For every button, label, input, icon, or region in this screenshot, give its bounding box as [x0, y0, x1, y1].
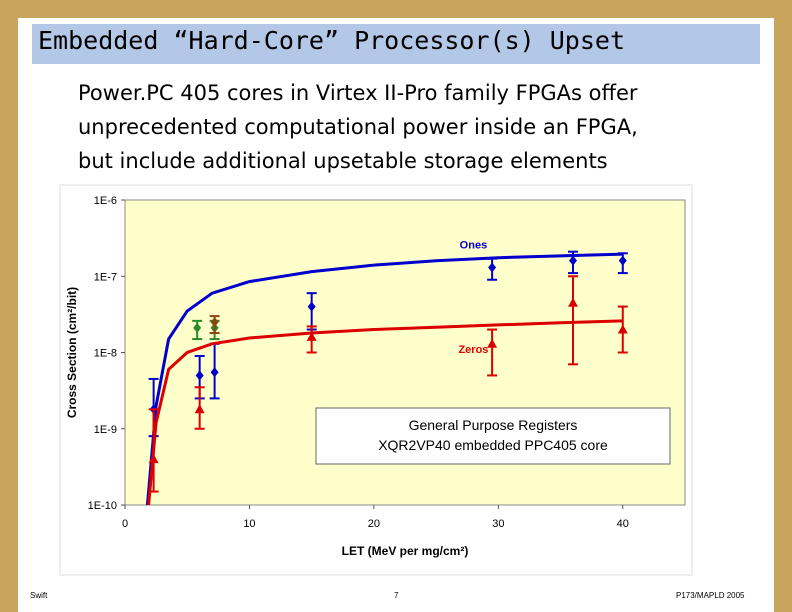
y-tick-label: 1E-9 — [94, 424, 117, 436]
data-point — [193, 322, 202, 333]
x-tick-label: 40 — [617, 518, 629, 530]
data-point — [568, 297, 578, 307]
annotation-box — [315, 407, 671, 465]
series-label: Zeros — [458, 344, 488, 356]
y-tick-label: 1E-6 — [94, 195, 117, 207]
fit-curve — [145, 252, 623, 506]
y-tick-label: 1E-7 — [94, 271, 117, 283]
data-point — [569, 255, 577, 266]
data-point — [194, 404, 205, 414]
data-point — [488, 262, 497, 273]
slide-title: Embedded “Hard-Core” Processor(s) Upset — [38, 26, 625, 55]
fit-curve — [147, 319, 623, 506]
slide-body-text: Power.PC 405 cores in Virtex II-Pro fami… — [78, 81, 638, 173]
data-point — [148, 454, 159, 464]
annotation-text: General Purpose Registers — [409, 417, 578, 433]
y-axis-label: Cross Section (cm²/bit) — [65, 287, 79, 418]
x-axis-label: LET (MeV per mg/cm²) — [342, 544, 469, 558]
data-point — [195, 370, 204, 381]
x-tick-label: 20 — [368, 518, 380, 530]
y-tick-label: 1E-10 — [88, 500, 117, 512]
footer-author: Swift — [30, 591, 48, 600]
x-tick-label: 0 — [122, 518, 128, 530]
data-point — [617, 324, 628, 334]
data-point — [306, 331, 317, 341]
footer-conference: P173/MAPLD 2005 — [676, 591, 745, 600]
annotation-text: XQR2VP40 embedded PPC405 core — [378, 437, 608, 453]
data-point — [307, 301, 316, 312]
title-bar — [32, 24, 760, 64]
data-point — [618, 255, 627, 266]
x-tick-label: 30 — [492, 518, 504, 530]
series-label: Ones — [460, 240, 488, 252]
x-tick-label: 10 — [243, 518, 255, 530]
data-point — [210, 317, 219, 328]
data-point — [487, 338, 498, 348]
data-point — [210, 367, 219, 378]
footer-page-number: 7 — [394, 591, 399, 600]
y-tick-label: 1E-8 — [94, 348, 117, 360]
